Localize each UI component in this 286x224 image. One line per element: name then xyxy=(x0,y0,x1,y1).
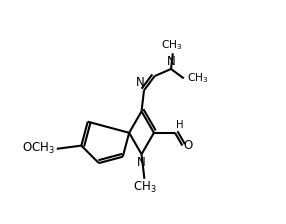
Text: N: N xyxy=(137,156,146,169)
Text: H: H xyxy=(176,121,183,130)
Text: $\mathregular{CH_3}$: $\mathregular{CH_3}$ xyxy=(161,38,182,52)
Text: $\mathregular{CH_3}$: $\mathregular{CH_3}$ xyxy=(187,71,208,85)
Text: O: O xyxy=(184,139,193,152)
Text: N: N xyxy=(167,54,175,67)
Text: $\mathregular{OCH_3}$: $\mathregular{OCH_3}$ xyxy=(22,141,55,156)
Text: N: N xyxy=(136,76,145,89)
Text: $\mathregular{CH_3}$: $\mathregular{CH_3}$ xyxy=(132,180,156,195)
